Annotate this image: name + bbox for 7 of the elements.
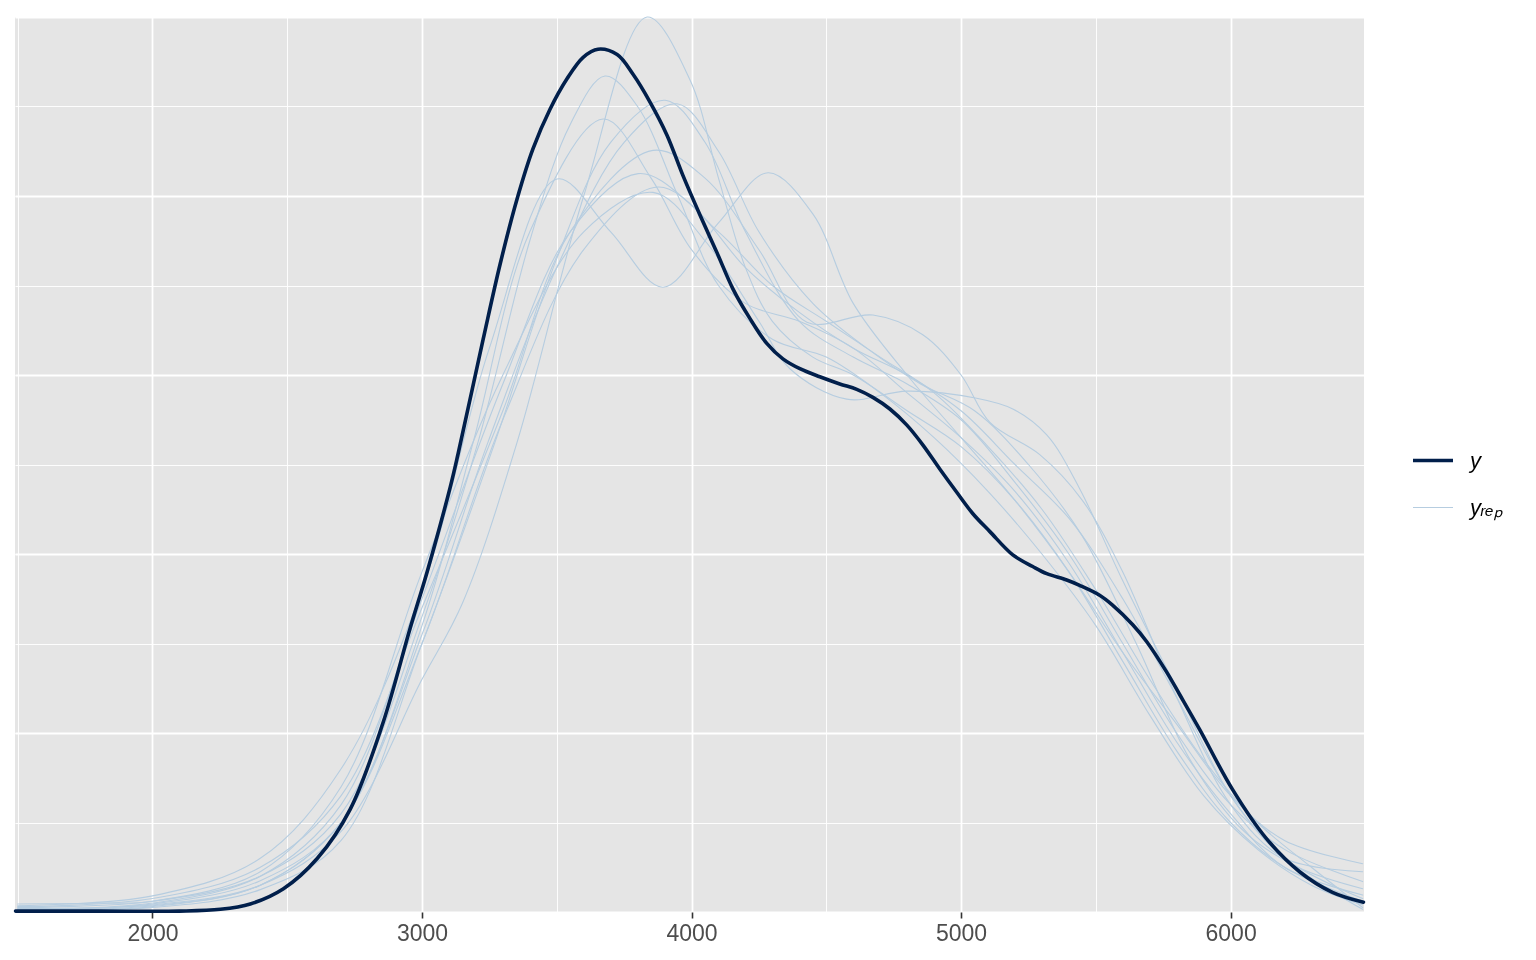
x-tick-label: 3000 [396, 919, 449, 946]
legend-label: yᵣₑₚ [1468, 494, 1503, 521]
x-tick-label: 5000 [935, 919, 988, 946]
legend-label: y [1468, 447, 1483, 473]
x-tick-label: 6000 [1205, 919, 1257, 946]
x-tick-label: 4000 [666, 919, 718, 946]
x-tick-label: 2000 [127, 919, 179, 946]
